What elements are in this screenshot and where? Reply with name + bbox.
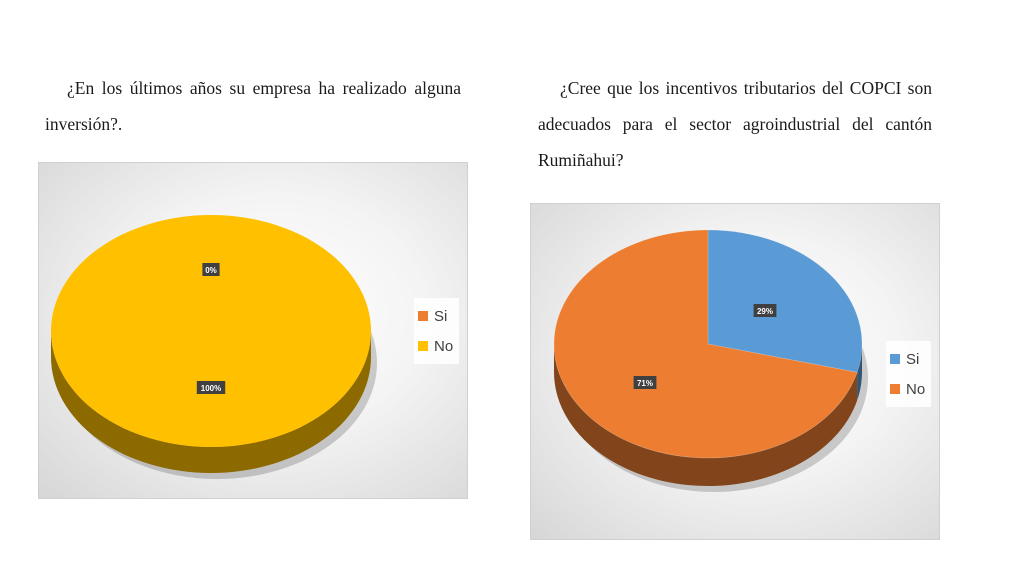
data-label-no: 71% (633, 376, 657, 389)
pie-slice-si (707, 229, 863, 373)
legend-label-no: No (434, 337, 454, 355)
pie-side-no (51, 331, 371, 473)
pie-chart-1-svg: 0% 100% (51, 215, 377, 479)
legend-swatch-no (890, 384, 900, 394)
legend-label-si: Si (906, 350, 920, 368)
legend-item-no: No (418, 331, 453, 361)
pie-slice-no (553, 229, 858, 459)
pie-side-si (857, 344, 862, 401)
svg-text:29%: 29% (757, 307, 773, 316)
legend-swatch-si (418, 311, 428, 321)
svg-text:71%: 71% (637, 379, 653, 388)
svg-text:100%: 100% (201, 384, 221, 393)
legend-item-si: Si (418, 301, 453, 331)
chart-2-legend: Si No (886, 341, 932, 407)
pie-side-no (554, 344, 858, 486)
chart-1-legend: Si No (414, 298, 460, 364)
question-1-text: ¿En los últimos años su empresa ha reali… (45, 78, 461, 134)
data-label-si: 0% (202, 263, 220, 276)
pie-slice-no (51, 215, 371, 447)
legend-item-si: Si (890, 344, 925, 374)
pie-chart-investment: 0% 100% Si No (38, 162, 468, 499)
data-label-no: 100% (196, 381, 226, 394)
pie-chart-incentives: 29% 71% Si No (530, 203, 940, 540)
data-label-si: 29% (753, 304, 777, 317)
pie-chart-2-svg: 29% 71% (553, 229, 868, 492)
legend-item-no: No (890, 374, 925, 404)
legend-swatch-no (418, 341, 428, 351)
svg-text:0%: 0% (205, 266, 217, 275)
legend-label-no: No (906, 380, 926, 398)
question-2-text: ¿Cree que los incentivos tributarios del… (538, 78, 932, 170)
legend-label-si: Si (434, 307, 448, 325)
legend-swatch-si (890, 354, 900, 364)
